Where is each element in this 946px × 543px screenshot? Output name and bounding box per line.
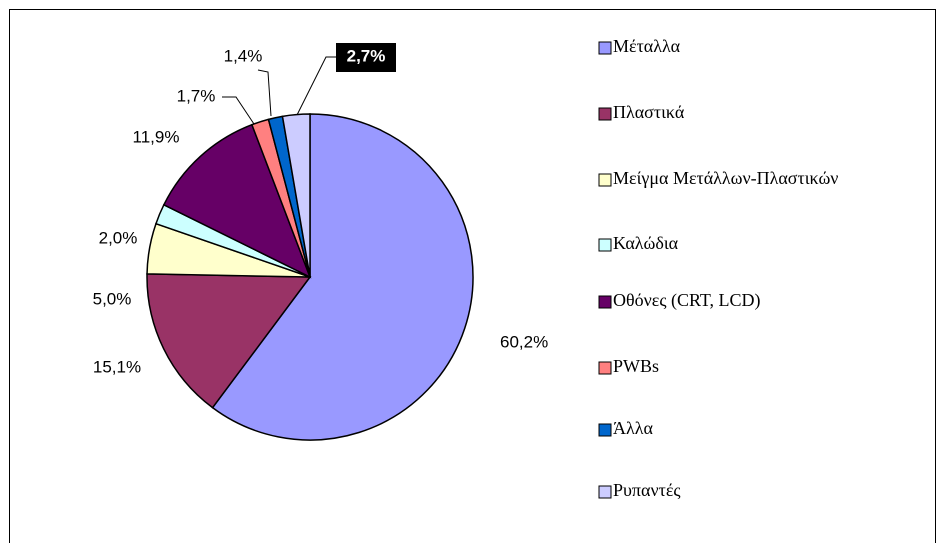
pie-slice: [146, 273, 312, 409]
legend-swatch: [598, 423, 612, 437]
legend-label: Πλαστικά: [613, 102, 685, 122]
pie-slice: [211, 113, 474, 441]
data-label: 60,2%: [500, 332, 548, 351]
data-label: 5,0%: [93, 289, 132, 308]
legend-swatch: [598, 173, 612, 187]
label-highlight: [336, 43, 396, 72]
legend-swatch: [598, 295, 612, 309]
leader-line: [257, 69, 272, 117]
pie-slice: [281, 113, 311, 278]
legend-label: Άλλα: [613, 418, 653, 438]
legend-label: Οθόνες (CRT, LCD): [613, 290, 761, 311]
data-label: 2,7%: [347, 46, 386, 65]
legend-swatch: [598, 107, 612, 121]
data-label: 15,1%: [93, 357, 141, 376]
legend-label: Μείγμα Μετάλλων-Πλαστικών: [613, 168, 838, 188]
leader-line: [296, 56, 336, 116]
data-label: 1,4%: [224, 46, 263, 65]
data-label: 1,7%: [177, 86, 216, 105]
leader-line: [222, 96, 257, 128]
pie-slice: [162, 123, 312, 279]
legend-label: Ρυπαντές: [613, 480, 681, 500]
legend-swatch: [598, 238, 612, 252]
legend-swatch: [598, 41, 612, 55]
legend-swatch: [598, 485, 612, 499]
legend-label: Μέταλλα: [613, 36, 681, 56]
data-label: 2,0%: [99, 228, 138, 247]
data-label: 11,9%: [133, 127, 180, 146]
legend-label: PWBs: [613, 356, 659, 376]
legend-swatch: [598, 361, 612, 375]
legend-label: Καλώδια: [613, 233, 679, 253]
